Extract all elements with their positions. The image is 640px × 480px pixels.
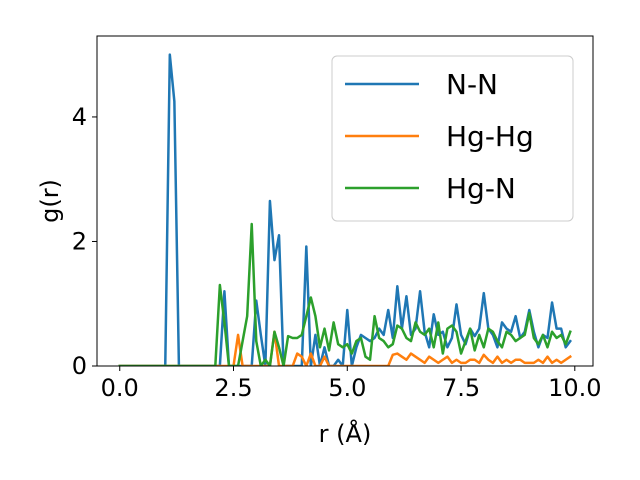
x-axis-ticks: 0.0 2.5 5.0 7.5 10.0: [101, 366, 602, 402]
legend-box: [331, 55, 574, 222]
series-line-hg-hg: [118, 330, 572, 366]
legend-label-hg-hg: Hg-Hg: [446, 120, 534, 153]
legend: N-N Hg-Hg Hg-N: [331, 55, 574, 222]
y-axis-ticks: 0 2 4: [72, 103, 97, 380]
y-axis-label: g(r): [36, 179, 64, 223]
x-tick-label: 5.0: [328, 374, 366, 402]
y-tick-label: 2: [72, 227, 87, 255]
x-tick-label: 0.0: [101, 374, 139, 402]
y-tick-label: 4: [72, 103, 87, 131]
y-tick-label: 0: [72, 352, 87, 380]
x-tick-label: 7.5: [442, 374, 480, 402]
legend-label-hg-n: Hg-N: [446, 172, 516, 205]
plot-frame: [96, 35, 594, 367]
x-axis-label: r (Å): [319, 419, 372, 448]
series-line-hg-n: [118, 222, 572, 366]
series-line-n-n: [118, 53, 572, 366]
series-layer: [118, 53, 572, 366]
legend-entries: N-N Hg-Hg Hg-N: [345, 68, 534, 205]
x-tick-label: 10.0: [548, 374, 601, 402]
x-tick-label: 2.5: [214, 374, 252, 402]
legend-label-n-n: N-N: [446, 68, 498, 101]
